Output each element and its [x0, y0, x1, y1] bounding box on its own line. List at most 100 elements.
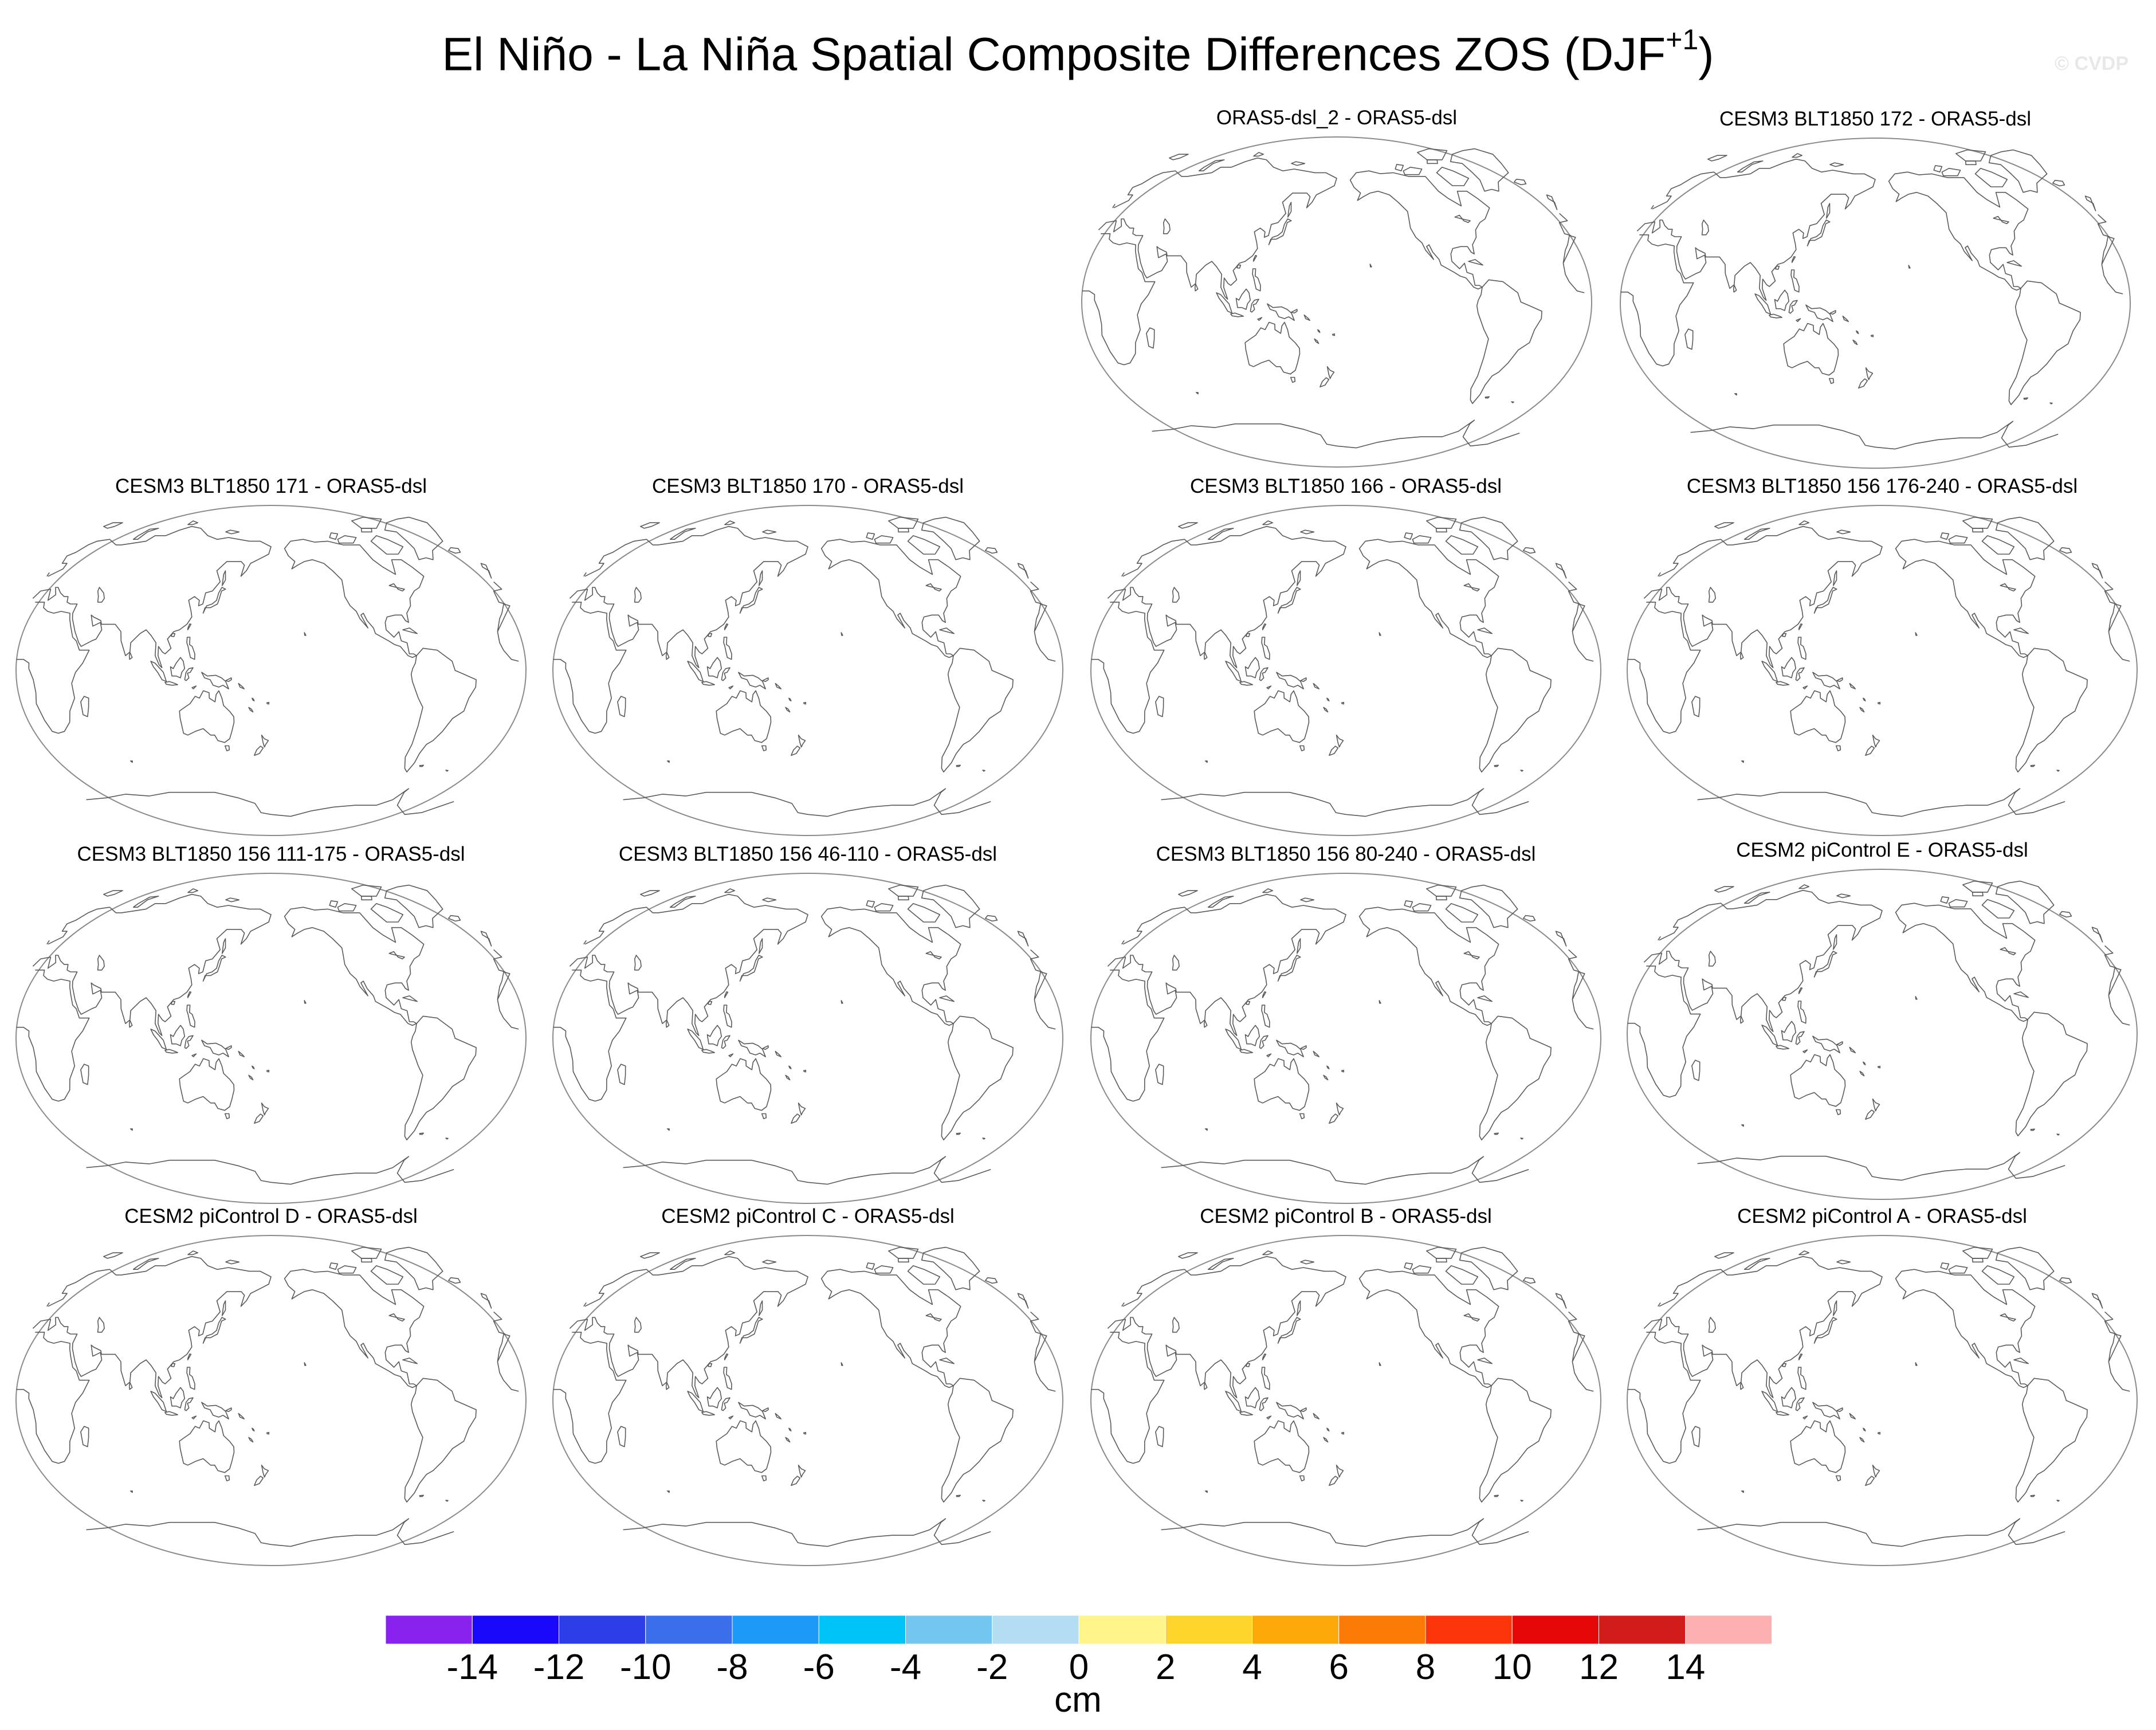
- panel-title: CESM3 BLT1850 172 - ORAS5-dsl: [1719, 108, 2032, 130]
- coastline-great-lakes: [1463, 951, 1480, 960]
- coastline-new-zealand-north: [798, 1103, 806, 1116]
- world-map: [1090, 1235, 1601, 1566]
- coastline-timor: [1257, 317, 1263, 321]
- coastline-sri-lanka: [128, 1019, 133, 1028]
- colorbar-box: [1252, 1615, 1340, 1645]
- coastline-tasmania: [761, 1113, 767, 1119]
- coastline-great-lakes: [2000, 1313, 2016, 1322]
- world-map: [552, 505, 1063, 836]
- coastline-tasmania: [224, 1113, 230, 1119]
- coastline-new-zealand-north: [261, 1103, 269, 1116]
- coastline-south-georgia: [2056, 1133, 2060, 1136]
- coastline-banks-island: [329, 532, 339, 540]
- coastline-caspian-sea: [1708, 587, 1716, 603]
- coastline-africa: [1627, 1332, 2130, 1464]
- coastline-madagascar: [1684, 328, 1694, 350]
- coastline-iceland: [2059, 1277, 2072, 1284]
- coastline-timor: [1802, 685, 1808, 689]
- coastline-sulawesi: [1259, 1035, 1269, 1049]
- coastline-australia: [716, 690, 772, 743]
- coastline-africa: [16, 1332, 519, 1464]
- coastline-new-britain: [1300, 1407, 1307, 1413]
- coastline-devon-island: [1965, 160, 1977, 166]
- coastline-novaya-zemlya: [1743, 1258, 1770, 1270]
- coastline-philippines: [723, 1367, 732, 1390]
- coastline-banks-island: [1940, 896, 1950, 904]
- coastline-new-zealand-south: [1865, 1476, 1875, 1486]
- coastline-fiji: [1877, 1065, 1881, 1069]
- coastline-baffin-island: [370, 903, 404, 923]
- coastline-tasmania: [1828, 378, 1835, 384]
- coastline-solomon-islands: [238, 1050, 245, 1057]
- coastline-new-zealand-south: [1865, 746, 1875, 756]
- coastline-timor: [1802, 1049, 1808, 1053]
- panel-title: CESM3 BLT1850 156 46-110 - ORAS5-dsl: [618, 843, 998, 865]
- coastline-north-america: [1895, 903, 2036, 1022]
- coastline-new-siberian-islands: [225, 529, 240, 535]
- coastline-timor: [1802, 1415, 1808, 1419]
- coastline-madagascar: [80, 696, 89, 717]
- coastline-vanuatu: [788, 1065, 792, 1069]
- coastline-africa: [1627, 602, 2130, 734]
- coastline-taiwan: [1262, 991, 1267, 998]
- coastline-novaya-zemlya: [132, 1258, 159, 1270]
- coastline-devon-island: [360, 1258, 372, 1263]
- coastline-sulawesi: [1250, 299, 1259, 313]
- coastline-vanuatu: [1863, 697, 1866, 701]
- coastline-timor: [191, 685, 197, 689]
- coastline-antarctica: [1697, 788, 2065, 817]
- coastline-tasmania: [1299, 1475, 1305, 1481]
- coastline-new-siberian-islands: [762, 529, 777, 535]
- coastline-cuba: [2013, 991, 2029, 998]
- coastline-victoria-island: [1412, 903, 1432, 912]
- coastline-madagascar: [1155, 1064, 1164, 1085]
- coastline-hawaii: [841, 1000, 843, 1004]
- coastline-spitsbergen: [1178, 522, 1198, 529]
- map-panel: CESM2 piControl E - ORAS5-dsl: [1621, 838, 2143, 1205]
- coastline-sakhalin: [1833, 570, 1837, 586]
- coastline-sri-lanka: [1203, 652, 1208, 660]
- coastline-madagascar: [617, 1064, 626, 1085]
- coastline-caspian-sea: [1701, 219, 1709, 236]
- coastline-africa: [16, 602, 519, 734]
- coastline-new-zealand-north: [1326, 366, 1335, 379]
- coastline-tasmania: [1299, 1113, 1305, 1119]
- coastline-north-america: [820, 1269, 961, 1388]
- coastline-severnaya-zemlya: [724, 888, 735, 893]
- coastline-sakhalin: [759, 938, 763, 954]
- panel-title: CESM2 piControl E - ORAS5-dsl: [1736, 839, 2028, 861]
- coastline-vanuatu: [1326, 1427, 1330, 1431]
- coastline-new-guinea: [201, 672, 229, 689]
- coastline-australia: [179, 1420, 235, 1473]
- coastline-australia: [179, 690, 235, 743]
- coastline-great-britain: [46, 563, 492, 579]
- coastline-hawaii: [1379, 1362, 1381, 1366]
- coastline-philippines: [186, 1367, 195, 1390]
- coastline-java: [1776, 1411, 1789, 1416]
- colorbar-tick-label: -14: [446, 1647, 498, 1687]
- coastline-greenland: [1995, 1246, 2055, 1290]
- coastline-australia: [1790, 690, 1846, 743]
- coastline-borneo: [170, 1025, 185, 1046]
- coastline-java: [1239, 1049, 1253, 1054]
- world-map: [1090, 873, 1601, 1204]
- coastline-australia: [1254, 1058, 1310, 1111]
- coastline-philippines: [1252, 268, 1261, 292]
- coastline-iceland: [985, 1277, 998, 1284]
- coastline-cuba: [402, 1358, 418, 1364]
- colorbar-tick-label: -8: [716, 1647, 748, 1687]
- coastline-north-america: [284, 907, 425, 1026]
- coastline-banks-island: [866, 1262, 875, 1270]
- coastline-new-zealand-north: [798, 1465, 806, 1478]
- coastline-sulawesi: [1795, 1397, 1805, 1411]
- coastline-spitsbergen: [640, 890, 660, 897]
- coastline-falklands: [419, 764, 424, 767]
- coastline-ellesmere-island: [1426, 884, 1457, 897]
- coastline-new-siberian-islands: [1300, 897, 1315, 903]
- colorbar-box: [1078, 1615, 1166, 1645]
- coastline-vanuatu: [1326, 1065, 1330, 1069]
- coastline-falklands: [2030, 1494, 2035, 1497]
- coastline-new-caledonia: [248, 707, 254, 713]
- coastline-java: [701, 1049, 715, 1054]
- coastline-iceland: [1523, 547, 1536, 554]
